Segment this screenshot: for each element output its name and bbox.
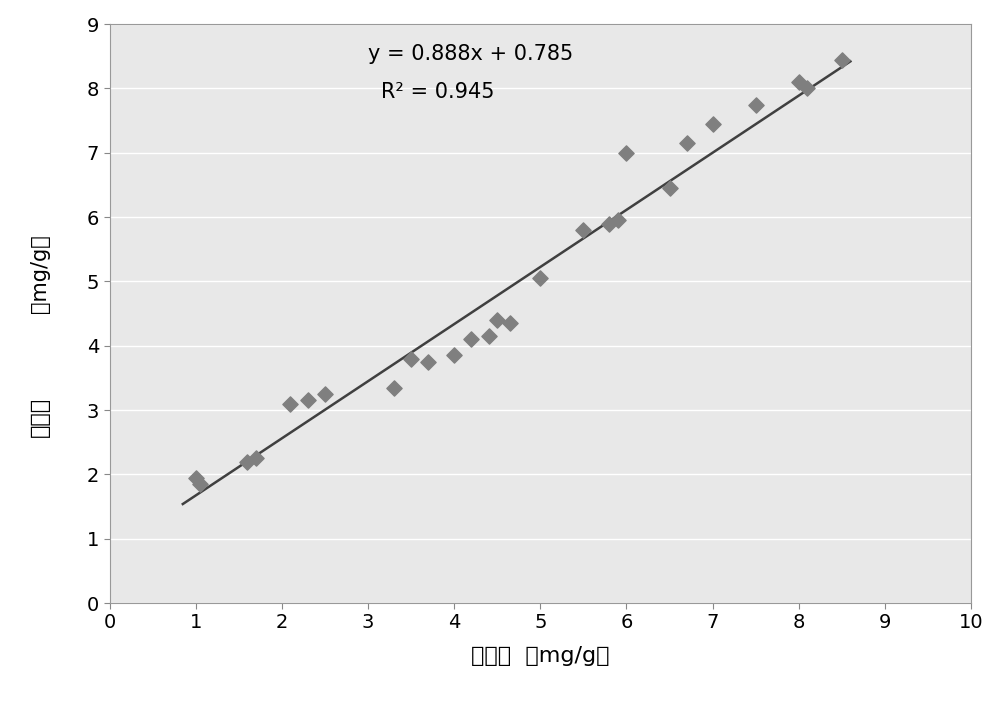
Point bbox=[610, 214, 626, 226]
Point bbox=[188, 472, 204, 483]
Point bbox=[791, 76, 807, 88]
Point bbox=[601, 218, 617, 229]
Point bbox=[502, 318, 518, 329]
Point bbox=[705, 118, 721, 129]
Point bbox=[192, 478, 208, 490]
Point bbox=[489, 314, 505, 326]
Point bbox=[799, 83, 815, 94]
Point bbox=[748, 99, 764, 110]
Point bbox=[317, 388, 333, 400]
Point bbox=[481, 331, 497, 342]
Point bbox=[239, 456, 255, 467]
Point bbox=[282, 398, 298, 409]
Text: 预测値: 预测値 bbox=[30, 397, 50, 437]
Point bbox=[463, 334, 479, 345]
Point bbox=[420, 356, 436, 367]
X-axis label: 实测値  （mg/g）: 实测値 （mg/g） bbox=[471, 646, 610, 667]
Point bbox=[532, 273, 548, 284]
Point bbox=[248, 452, 264, 464]
Point bbox=[575, 224, 591, 236]
Point bbox=[679, 137, 695, 149]
Point bbox=[618, 147, 634, 159]
Text: y = 0.888x + 0.785: y = 0.888x + 0.785 bbox=[368, 44, 573, 63]
Point bbox=[662, 183, 678, 194]
Point bbox=[446, 349, 462, 361]
Text: （mg/g）: （mg/g） bbox=[30, 234, 50, 313]
Point bbox=[403, 353, 419, 365]
Point bbox=[386, 382, 402, 393]
Point bbox=[834, 54, 850, 65]
Point bbox=[300, 395, 316, 406]
Text: R² = 0.945: R² = 0.945 bbox=[381, 82, 494, 102]
